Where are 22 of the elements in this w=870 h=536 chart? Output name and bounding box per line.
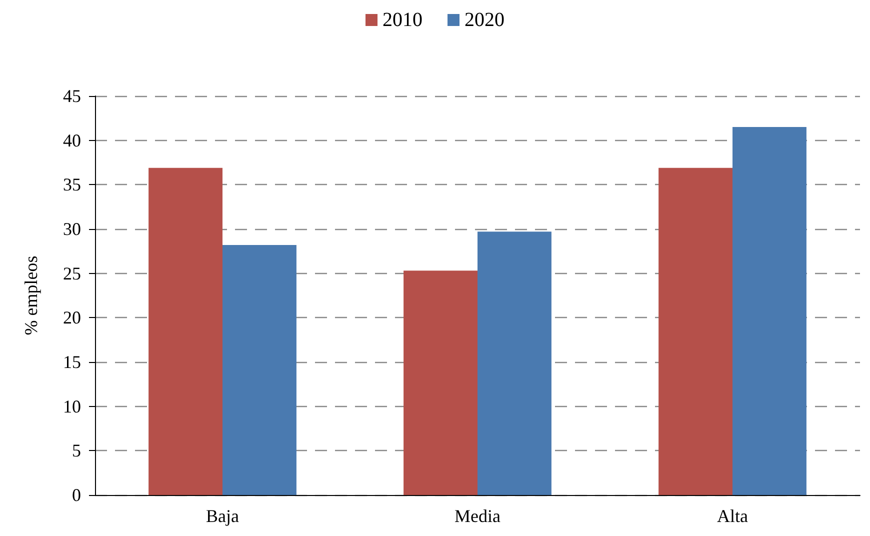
legend-label: 2020 (464, 9, 504, 31)
y-tick-label: 0 (72, 485, 81, 505)
bar (658, 168, 732, 495)
y-tick-label: 35 (63, 174, 81, 195)
x-tick-label: Alta (717, 506, 748, 526)
x-tick-label: Media (454, 506, 501, 526)
y-tick-label: 30 (63, 219, 81, 239)
y-tick-label: 10 (63, 396, 81, 416)
bar (222, 244, 296, 495)
y-tick-label: 40 (63, 130, 81, 150)
bar (732, 127, 806, 495)
y-axis-title: % empleos (21, 256, 41, 336)
bar (148, 168, 222, 495)
y-tick-label: 25 (63, 263, 81, 284)
y-tick-label: 45 (63, 86, 81, 106)
y-tick-label: 15 (63, 352, 81, 372)
y-tick-label: 20 (63, 308, 81, 328)
y-tick-label: 5 (72, 440, 81, 461)
bar (404, 270, 478, 495)
legend-label: 2010 (382, 9, 422, 31)
x-tick-label: Baja (206, 506, 239, 526)
bar (478, 232, 552, 495)
